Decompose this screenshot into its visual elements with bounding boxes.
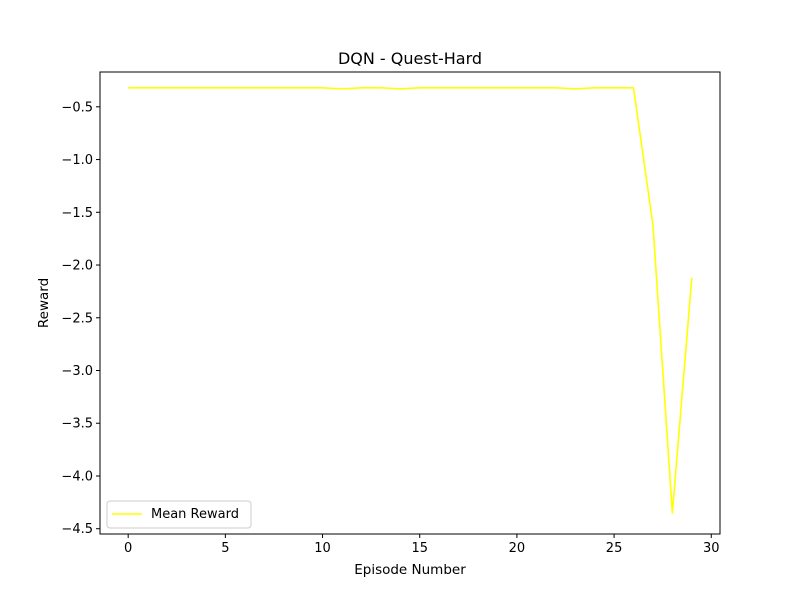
y-tick-label: −3.0: [61, 364, 93, 379]
x-axis: 0 5 10 15 20 25 30: [124, 534, 720, 556]
y-tick-label: −0.5: [61, 100, 93, 115]
plot-frame: [99, 71, 721, 535]
x-axis-label: Episode Number: [354, 562, 466, 578]
x-tick-label: 30: [703, 541, 720, 556]
x-tick-label: 25: [606, 541, 623, 556]
legend-box: [106, 500, 252, 529]
y-tick-label: −4.0: [61, 469, 93, 484]
x-tick-label: 20: [509, 541, 526, 556]
y-tick-label: −3.5: [61, 417, 93, 432]
y-tick-label: −2.5: [61, 311, 93, 326]
x-tick-label: 10: [314, 541, 331, 556]
legend: Mean Reward: [106, 500, 252, 529]
y-tick-label: −4.5: [61, 522, 93, 537]
y-tick-label: −1.0: [61, 153, 93, 168]
plot-area: [128, 87, 693, 514]
x-tick-label: 15: [411, 541, 428, 556]
y-tick-label: −1.5: [61, 206, 93, 221]
y-axis-label: Reward: [36, 278, 52, 328]
y-tick-label: −2.0: [61, 259, 93, 274]
chart-title: DQN - Quest-Hard: [338, 49, 482, 68]
x-tick-label: 0: [124, 541, 132, 556]
legend-label: Mean Reward: [151, 507, 239, 522]
x-tick-label: 5: [221, 541, 229, 556]
y-axis: −0.5 −1.0 −1.5 −2.0 −2.5 −3.0 −3.5 −4.0 −4.5: [61, 100, 100, 537]
series-line-mean-reward: [128, 87, 693, 514]
